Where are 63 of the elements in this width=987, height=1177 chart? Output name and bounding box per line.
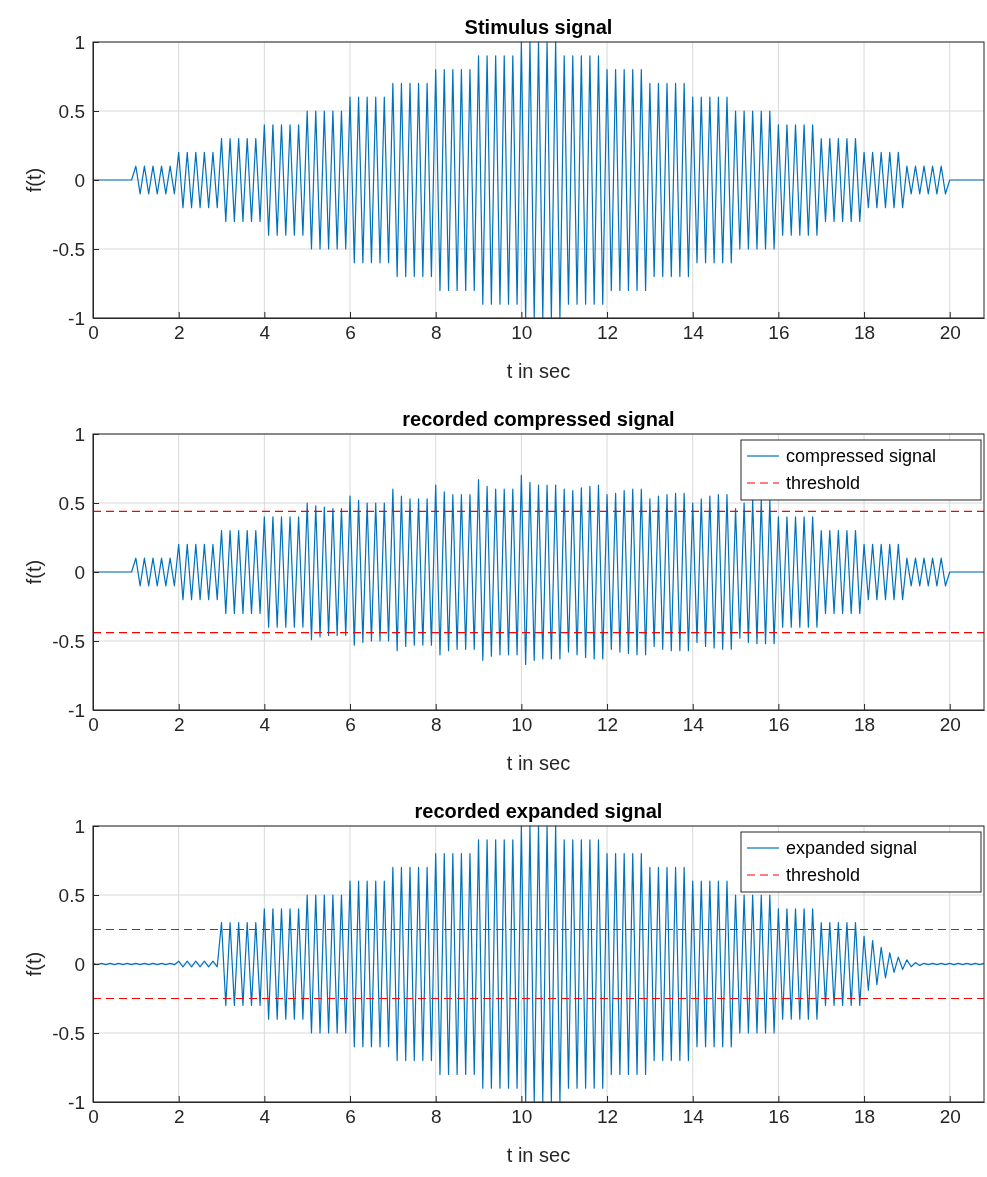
y-tick-label: 0 [74, 953, 85, 975]
x-tick-label: 18 [853, 714, 876, 736]
y-tick-label: -0.5 [52, 630, 85, 652]
x-tick-label: 4 [259, 714, 271, 736]
x-tick-label: 12 [596, 1106, 619, 1128]
y-tick-label: 0.5 [58, 884, 85, 906]
chart-title: Stimulus signal [464, 16, 613, 38]
x-tick-label: 18 [853, 1106, 876, 1128]
y-tick-label: 1 [74, 815, 85, 837]
y-tick-label: -1 [68, 699, 85, 721]
x-tick-label: 0 [88, 322, 99, 344]
chart-title: recorded expanded signal [414, 800, 663, 822]
y-tick-label: -1 [68, 307, 85, 329]
line-series [92, 474, 985, 666]
x-tick-label: 12 [596, 322, 619, 344]
y-tick-label: -1 [68, 1091, 85, 1113]
x-tick-label: 14 [682, 714, 705, 736]
x-tick-label: 20 [939, 1106, 961, 1128]
chart-title: recorded compressed signal [402, 408, 675, 430]
legend-label: compressed signal [786, 446, 937, 466]
y-tick-label: 0 [74, 169, 85, 191]
line-series [92, 825, 985, 1103]
x-tick-label: 10 [511, 714, 533, 736]
x-axis-title: t in sec [506, 752, 571, 774]
y-tick-label: 0 [74, 561, 85, 583]
y-tick-label: 0.5 [58, 100, 85, 122]
x-tick-label: 6 [345, 714, 356, 736]
x-tick-label: 16 [768, 714, 790, 736]
x-tick-label: 20 [939, 714, 961, 736]
x-tick-label: 4 [259, 1106, 271, 1128]
x-tick-label: 10 [511, 1106, 533, 1128]
y-axis-title: f(t) [23, 559, 45, 585]
legend-label: threshold [786, 473, 861, 493]
x-tick-label: 0 [88, 1106, 99, 1128]
x-tick-label: 2 [173, 714, 185, 736]
y-tick-label: -0.5 [52, 1022, 85, 1044]
y-tick-label: -0.5 [52, 238, 85, 260]
x-tick-label: 4 [259, 322, 271, 344]
x-tick-label: 10 [511, 322, 533, 344]
y-tick-label: 1 [74, 423, 85, 445]
x-axis-title: t in sec [506, 360, 571, 382]
x-tick-label: 14 [682, 322, 705, 344]
x-tick-label: 2 [173, 322, 185, 344]
x-axis-title: t in sec [506, 1144, 571, 1166]
x-tick-label: 6 [345, 1106, 356, 1128]
y-tick-label: 0.5 [58, 492, 85, 514]
x-tick-label: 12 [596, 714, 619, 736]
x-tick-label: 8 [430, 322, 442, 344]
y-axis-title: f(t) [23, 951, 45, 977]
y-axis-title: f(t) [23, 167, 45, 193]
legend-label: expanded signal [786, 838, 918, 858]
y-tick-label: 1 [74, 31, 85, 53]
x-tick-label: 20 [939, 322, 961, 344]
legend-label: threshold [786, 865, 861, 885]
x-tick-label: 0 [88, 714, 99, 736]
x-tick-label: 8 [430, 714, 442, 736]
x-tick-label: 16 [768, 1106, 790, 1128]
x-tick-label: 6 [345, 322, 356, 344]
x-tick-label: 16 [768, 322, 790, 344]
x-tick-label: 2 [173, 1106, 185, 1128]
x-tick-label: 18 [853, 322, 876, 344]
x-tick-label: 14 [682, 1106, 705, 1128]
x-tick-label: 8 [430, 1106, 442, 1128]
